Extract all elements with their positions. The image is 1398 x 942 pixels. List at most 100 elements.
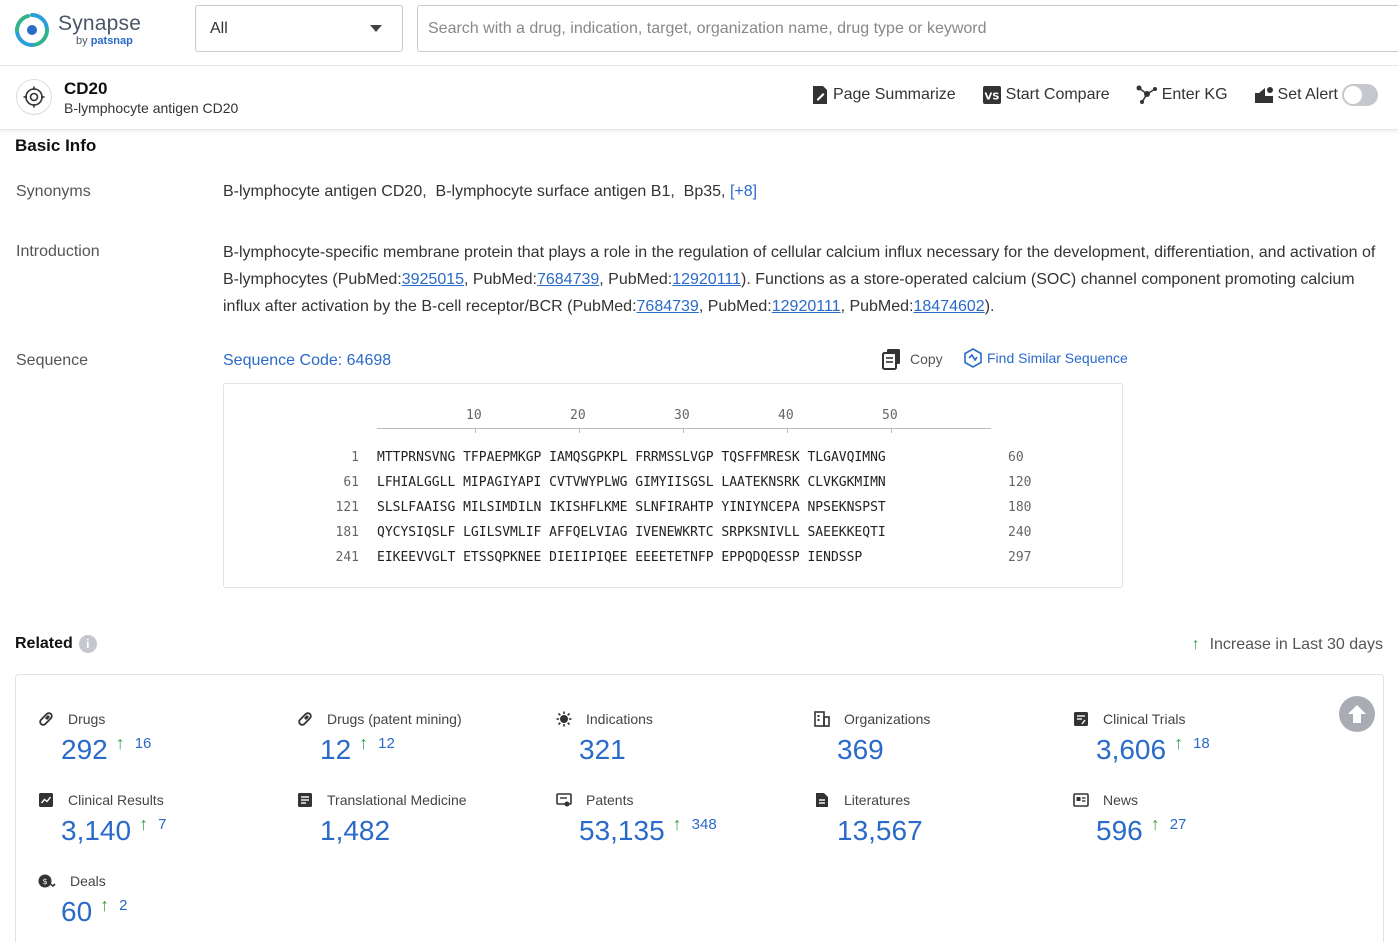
related-header: Related i [15, 635, 97, 653]
search-input[interactable] [417, 5, 1398, 52]
arrow-up-icon [1347, 703, 1367, 725]
related-stat-deals[interactable]: $Deals60↑2 [38, 873, 128, 929]
compare-icon: VS [982, 85, 1002, 105]
related-stat-news[interactable]: News 596 ↑ 27 [1073, 792, 1186, 848]
scroll-to-top-button[interactable] [1339, 696, 1375, 732]
set-alert-control[interactable]: Set Alert [1254, 84, 1378, 106]
related-stat-indications[interactable]: Indications 321 [556, 711, 653, 767]
enter-kg-button[interactable]: Enter KG [1136, 85, 1228, 105]
find-similar-sequence-button[interactable]: Find Similar Sequence [963, 348, 1128, 368]
ruler-tick [787, 428, 788, 433]
increase-arrow-icon: ↑ [100, 895, 109, 916]
copy-button[interactable]: Copy [882, 348, 943, 370]
stat-increase: ↑ 16 [116, 733, 152, 754]
related-stat-clinical-results[interactable]: Clinical Results3,140↑7 [38, 792, 166, 848]
increase-arrow-icon: ↑ [1192, 636, 1200, 654]
stat-value[interactable]: 13,567 [837, 814, 923, 848]
info-icon[interactable]: i [79, 635, 97, 653]
stat-value[interactable]: 369 [837, 733, 884, 767]
entity-header: CD20 B-lymphocyte antigen CD20 Page Summ… [0, 66, 1398, 130]
stat-value[interactable]: 3,140 [61, 814, 131, 848]
literature-icon [814, 792, 837, 808]
increase-arrow-icon: ↑ [1174, 733, 1183, 754]
ruler-tick [475, 428, 476, 433]
pubmed-link[interactable]: 7684739 [637, 298, 699, 315]
increase-arrow-icon: ↑ [139, 814, 148, 835]
stat-value[interactable]: 12 [320, 733, 351, 767]
stat-label: Clinical Trials [1103, 711, 1185, 727]
search-scope-select[interactable]: All [195, 5, 403, 52]
ruler-tick [891, 428, 892, 433]
pubmed-link[interactable]: 7684739 [537, 271, 599, 288]
stat-value[interactable]: 1,482 [320, 814, 390, 848]
pubmed-link[interactable]: 12920111 [772, 298, 841, 315]
stat-label: Drugs (patent mining) [327, 711, 462, 727]
ruler-tick-label: 30 [674, 408, 690, 423]
sequence-ruler [377, 428, 991, 429]
stat-increase-value: 27 [1170, 816, 1187, 833]
related-title: Related [15, 635, 73, 653]
increase-arrow-icon: ↑ [1151, 814, 1160, 835]
entity-actions: Page Summarize VS Start Compare Enter KG… [785, 84, 1378, 106]
caret-down-icon [370, 25, 382, 32]
stat-increase-value: 16 [135, 735, 152, 752]
stat-increase: ↑18 [1174, 733, 1210, 754]
pubmed-link[interactable]: 3925015 [402, 271, 464, 288]
ruler-tick-label: 10 [466, 408, 482, 423]
stat-value[interactable]: 60 [61, 895, 92, 929]
alert-icon [1254, 85, 1274, 105]
intro-text-part: , PubMed: [599, 271, 672, 288]
sequence-code-link[interactable]: Sequence Code: 64698 [223, 352, 391, 370]
related-stat-patents[interactable]: Patents53,135↑348 [556, 792, 717, 848]
increase-arrow-icon: ↑ [359, 733, 368, 754]
stat-value[interactable]: 292 [61, 733, 108, 767]
sequence-end-number: 60 [1008, 450, 1024, 465]
virus-icon [556, 711, 579, 727]
svg-text:$: $ [42, 877, 47, 886]
summarize-icon [811, 85, 829, 105]
sequence-start-number: 61 [314, 475, 359, 490]
synapse-logo[interactable]: Synapse by patsnap [14, 12, 141, 48]
related-stat-translational-medicine[interactable]: Translational Medicine1,482 [297, 792, 467, 848]
related-stat-drugs-patent-mining[interactable]: Drugs (patent mining) 12 ↑12 [297, 711, 462, 767]
sequence-end-number: 120 [1008, 475, 1031, 490]
sequence-label: Sequence [16, 352, 88, 370]
synonyms-label: Synonyms [16, 183, 91, 201]
related-stat-drugs[interactable]: Drugs292↑16 [38, 711, 151, 767]
related-stat-organizations[interactable]: Organizations369 [814, 711, 930, 767]
svg-text:VS: VS [984, 92, 999, 103]
synonyms-more-link[interactable]: [+8] [730, 183, 757, 200]
stat-value[interactable]: 3,606 [1096, 733, 1166, 767]
related-stats-panel: Drugs292↑16Drugs (patent mining)12↑12Ind… [15, 674, 1384, 942]
pill-icon [38, 711, 61, 727]
related-stat-literatures[interactable]: Literatures13,567 [814, 792, 923, 848]
pubmed-link[interactable]: 18474602 [914, 298, 985, 315]
stat-increase-value: 348 [692, 816, 717, 833]
stat-value[interactable]: 596 [1096, 814, 1143, 848]
stat-increase: ↑ 27 [1151, 814, 1187, 835]
stat-label: Indications [586, 711, 653, 727]
increase-legend-label: Increase in Last 30 days [1210, 636, 1383, 654]
brand-by: by [76, 35, 88, 47]
stat-value[interactable]: 321 [579, 733, 626, 767]
stat-increase: ↑12 [359, 733, 395, 754]
stat-increase: ↑7 [139, 814, 166, 835]
pubmed-link[interactable]: 12920111 [672, 271, 741, 288]
chart-doc-icon [38, 792, 61, 808]
basic-info-title: Basic Info [15, 136, 96, 156]
introduction-text: B-lymphocyte-specific membrane protein t… [223, 239, 1383, 320]
page-summarize-button[interactable]: Page Summarize [811, 85, 956, 105]
entity-subtitle: B-lymphocyte antigen CD20 [64, 100, 238, 116]
intro-text-part: , PubMed: [464, 271, 537, 288]
pill-icon [297, 711, 320, 727]
stat-increase-value: 2 [119, 897, 127, 914]
stat-label: News [1103, 792, 1138, 808]
set-alert-toggle[interactable] [1342, 84, 1378, 106]
related-stat-clinical-trials[interactable]: Clinical Trials 3,606 ↑18 [1073, 711, 1210, 767]
clipboard-icon [1073, 711, 1096, 727]
ruler-tick-label: 50 [882, 408, 898, 423]
stat-value[interactable]: 53,135 [579, 814, 665, 848]
increase-arrow-icon: ↑ [116, 733, 125, 754]
deal-icon: $ [38, 873, 63, 889]
start-compare-button[interactable]: VS Start Compare [982, 85, 1110, 105]
